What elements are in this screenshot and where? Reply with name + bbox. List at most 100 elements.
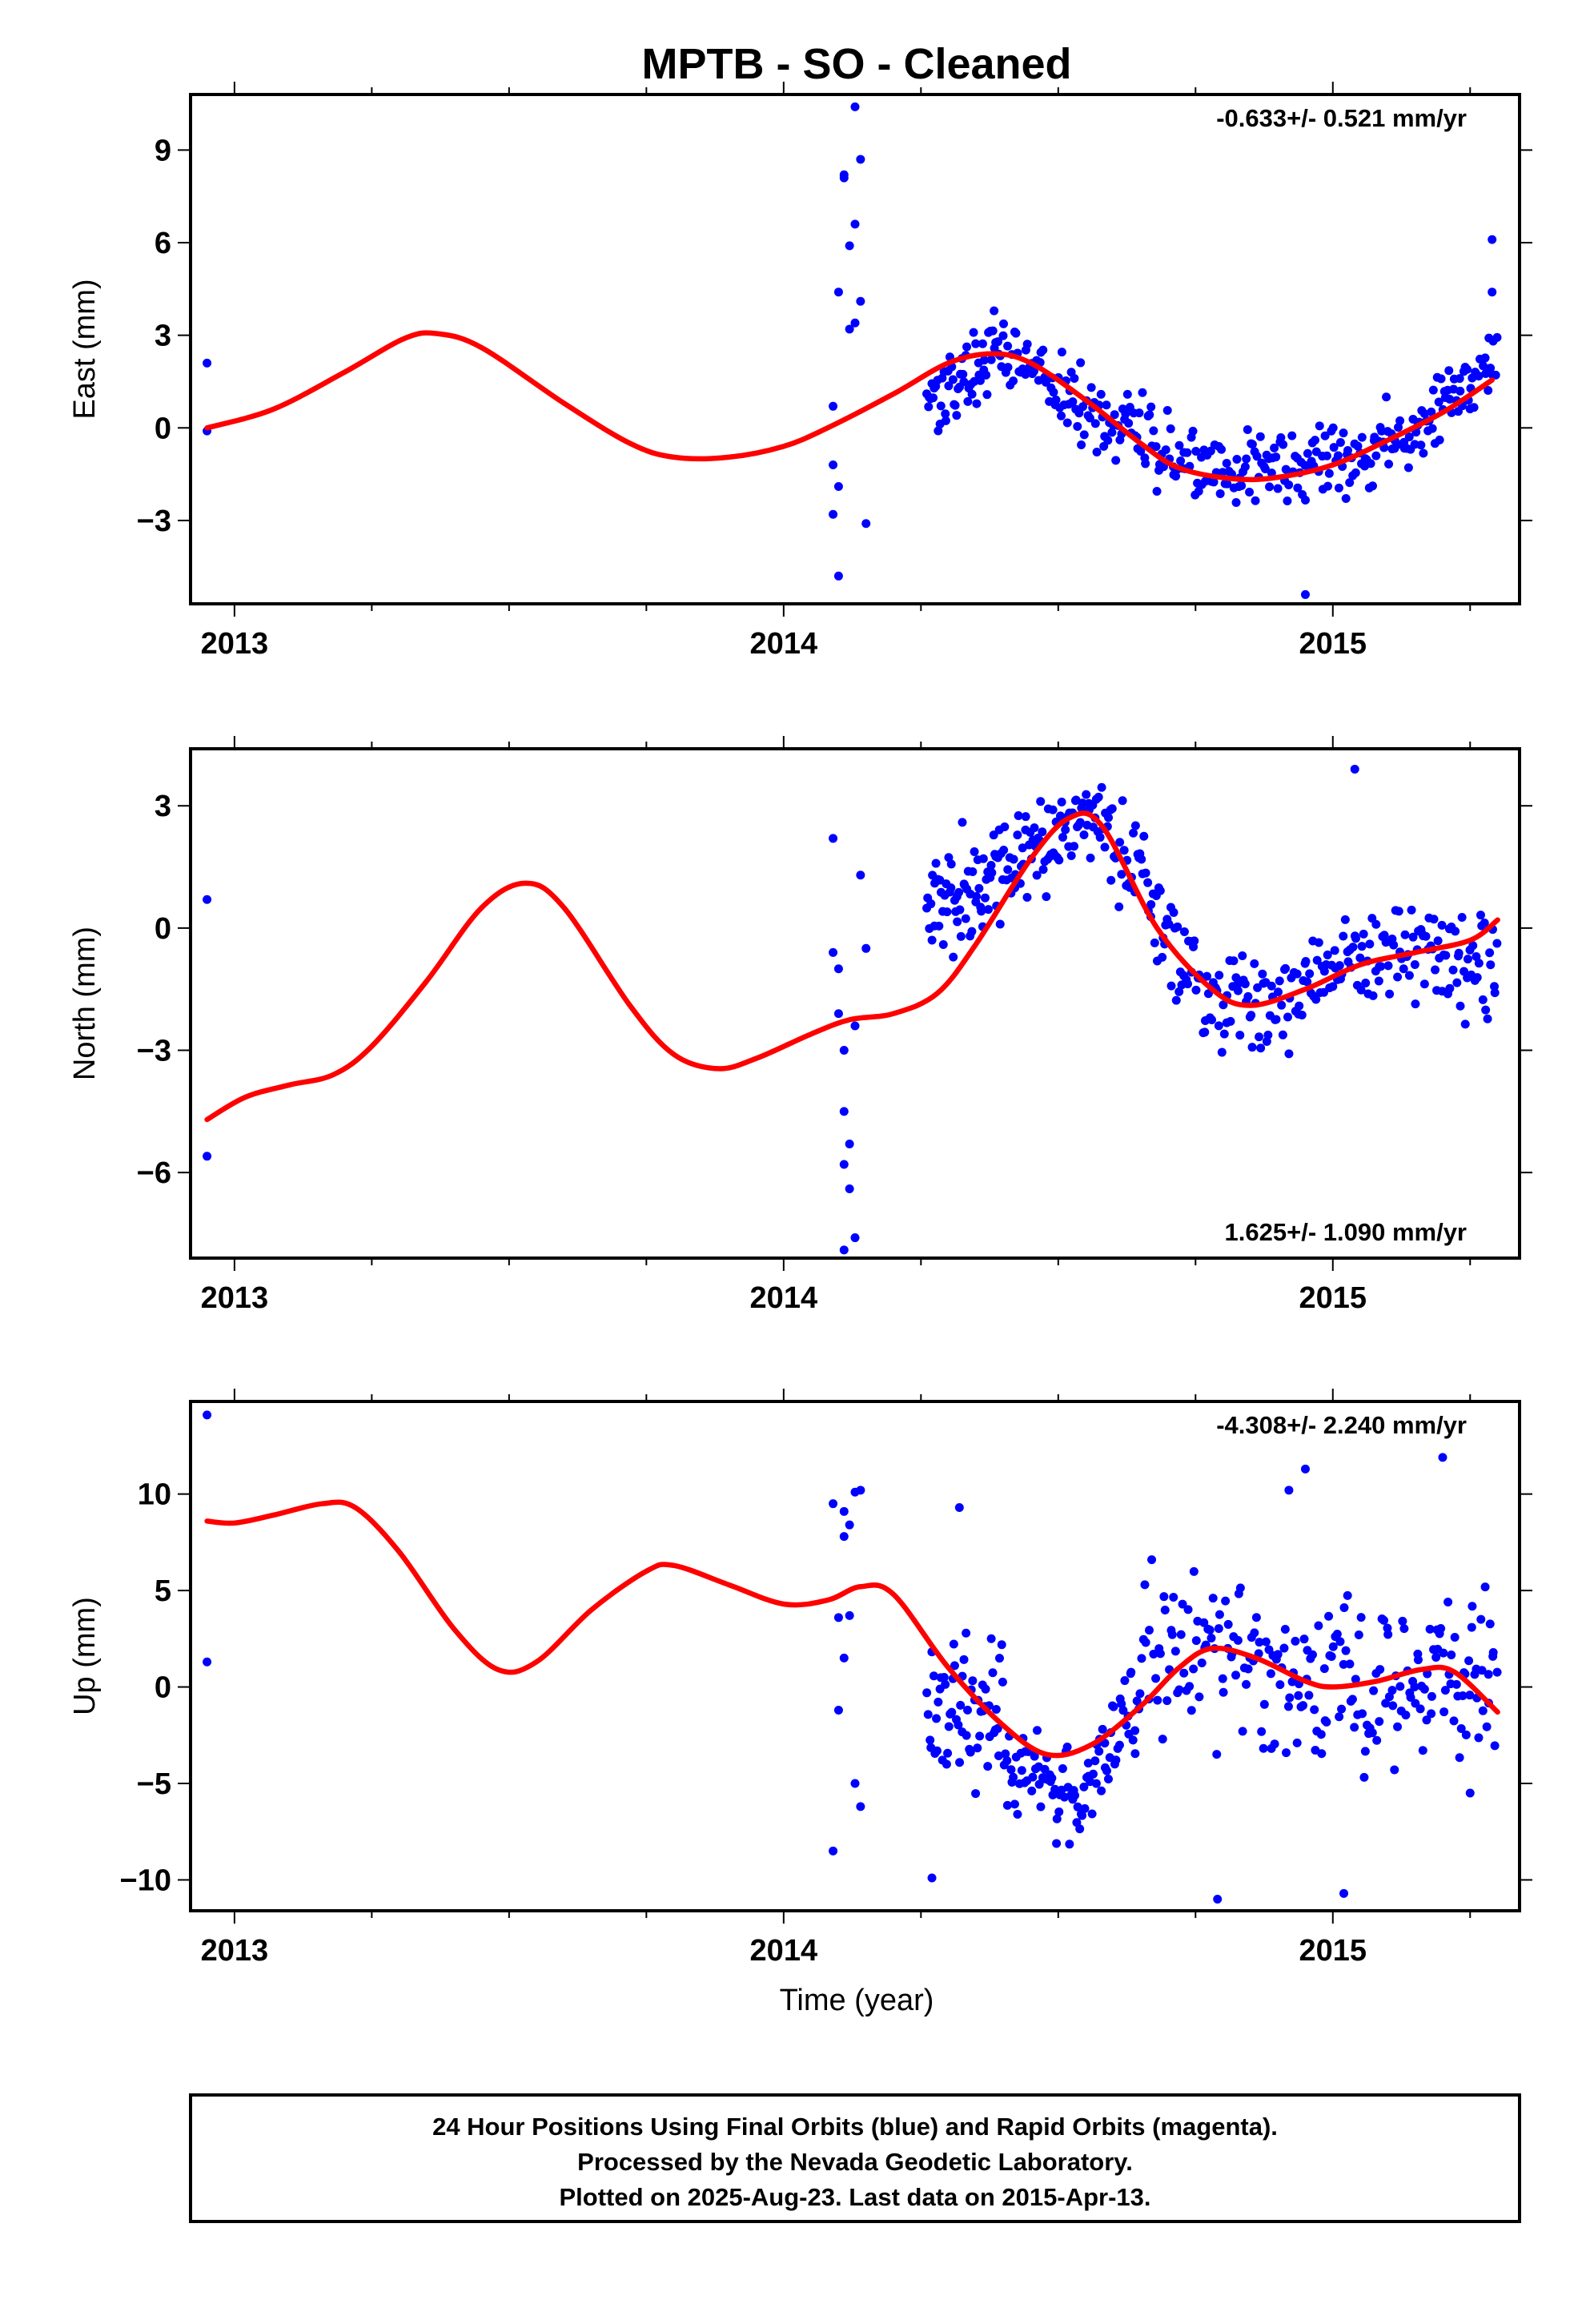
data-point xyxy=(839,1160,849,1169)
data-point xyxy=(982,390,992,400)
data-point xyxy=(839,1506,849,1516)
data-point xyxy=(1096,389,1106,399)
data-point xyxy=(1371,919,1381,929)
data-point xyxy=(944,381,954,391)
data-point xyxy=(1440,1686,1450,1695)
data-point xyxy=(1079,430,1089,440)
data-point xyxy=(1159,1592,1169,1602)
data-point xyxy=(1042,892,1051,902)
data-point xyxy=(1257,1727,1267,1736)
x-tick-label: 2014 xyxy=(750,627,818,661)
data-point xyxy=(1057,411,1066,420)
data-point xyxy=(1009,1772,1018,1782)
data-point xyxy=(1303,448,1312,458)
data-point xyxy=(1456,1723,1466,1733)
data-point xyxy=(1353,441,1363,451)
data-point xyxy=(1287,1677,1297,1687)
data-point xyxy=(1403,463,1413,472)
data-point xyxy=(1276,433,1286,443)
data-point xyxy=(961,914,970,923)
data-point xyxy=(936,401,946,411)
data-point xyxy=(1490,1741,1500,1751)
data-point xyxy=(1436,1624,1446,1634)
data-point xyxy=(833,571,843,581)
data-point xyxy=(1143,878,1153,887)
data-point xyxy=(856,296,865,306)
data-point xyxy=(1388,1701,1398,1711)
data-point xyxy=(1401,1711,1411,1720)
data-point xyxy=(1251,496,1260,505)
data-point xyxy=(1001,1749,1010,1759)
data-point xyxy=(1185,1682,1195,1691)
data-point xyxy=(1478,995,1488,1004)
data-point xyxy=(1439,1648,1448,1658)
data-point xyxy=(1013,830,1022,840)
data-point xyxy=(994,1751,1003,1760)
data-point xyxy=(1000,822,1010,831)
data-point xyxy=(1455,374,1464,384)
data-point xyxy=(1213,1895,1223,1904)
data-point xyxy=(1170,1647,1180,1656)
data-point xyxy=(1469,403,1479,412)
data-point xyxy=(1190,936,1199,946)
data-point xyxy=(1465,1788,1475,1798)
data-point xyxy=(1319,967,1329,976)
data-point xyxy=(1427,1691,1436,1701)
data-point xyxy=(1474,372,1484,381)
data-point xyxy=(1335,961,1344,971)
data-point xyxy=(1267,981,1276,991)
data-point xyxy=(1322,1717,1331,1727)
data-point xyxy=(1334,483,1343,493)
data-point xyxy=(1094,1747,1104,1756)
y-axis-label-north: North (mm) xyxy=(68,927,102,1080)
data-point xyxy=(1052,1839,1062,1848)
data-point xyxy=(1327,1651,1336,1661)
data-point xyxy=(1075,1824,1085,1834)
data-point xyxy=(1434,397,1443,407)
data-point xyxy=(1223,1619,1233,1629)
data-point xyxy=(1283,1702,1293,1711)
data-point xyxy=(833,287,843,297)
data-point xyxy=(1146,899,1156,909)
data-point xyxy=(1086,383,1096,392)
data-point xyxy=(1341,1646,1351,1655)
data-point xyxy=(1395,416,1405,425)
data-point xyxy=(994,337,1003,347)
data-point xyxy=(1427,424,1437,433)
data-point xyxy=(1229,956,1239,966)
data-point xyxy=(1207,1015,1217,1024)
data-point xyxy=(1366,459,1375,468)
data-point xyxy=(972,399,982,408)
data-point xyxy=(1150,938,1159,947)
data-point xyxy=(1419,409,1429,419)
data-point xyxy=(1411,999,1420,1009)
data-point xyxy=(1332,1630,1342,1639)
data-point xyxy=(1323,481,1333,491)
data-point xyxy=(1073,1802,1082,1811)
data-point xyxy=(1357,432,1367,442)
data-point xyxy=(967,927,977,936)
data-point xyxy=(1114,1740,1124,1750)
data-point xyxy=(1231,973,1241,983)
y-tick-label: −6 xyxy=(137,1156,171,1190)
data-point xyxy=(1231,1671,1241,1680)
data-point xyxy=(1339,931,1348,941)
data-point xyxy=(1273,484,1283,493)
data-point xyxy=(1167,1630,1177,1639)
data-point xyxy=(1266,1669,1275,1679)
data-point xyxy=(1126,1667,1136,1677)
data-point xyxy=(1444,366,1454,376)
data-point xyxy=(1021,369,1030,379)
data-point xyxy=(1410,960,1419,970)
data-point xyxy=(1009,854,1018,864)
data-point xyxy=(1297,1010,1307,1019)
data-point xyxy=(1480,919,1489,928)
data-point xyxy=(1455,1753,1464,1763)
data-point xyxy=(1292,969,1302,979)
data-point xyxy=(1129,828,1138,838)
data-point xyxy=(1070,373,1079,383)
footer-line-2: Processed by the Nevada Geodetic Laborat… xyxy=(577,2148,1133,2176)
data-point xyxy=(975,1731,985,1741)
data-point xyxy=(1247,1011,1256,1020)
